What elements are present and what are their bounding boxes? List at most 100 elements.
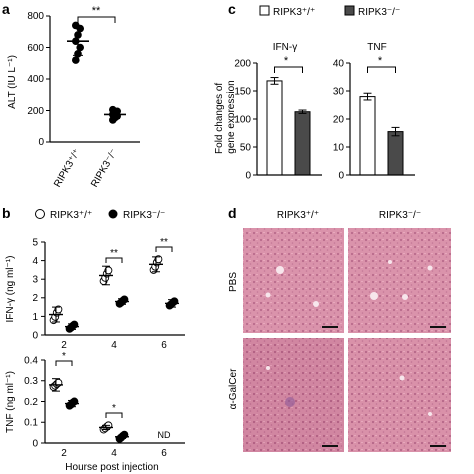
panel-d-letter: d	[228, 205, 237, 221]
micrograph-ko-pbs	[348, 228, 451, 333]
panel-c: c RIPK3⁺/⁺ RIPK3⁻/⁻ Fold changes of gene…	[214, 1, 415, 182]
panel-a-ytick: 800	[27, 11, 44, 22]
panel-c-tnf-title: TNF	[367, 42, 386, 53]
panel-c-ylabel-line1: Fold changes of	[214, 83, 225, 154]
data-point	[154, 255, 163, 264]
panel-b-bottom-ytick: 0	[32, 439, 38, 450]
legend-ko-swatch	[344, 5, 355, 16]
legend-wt-label: RIPK3⁺/⁺	[273, 7, 315, 18]
panel-c-ifn-ytick: 100	[234, 115, 251, 126]
panel-d: d RIPK3⁺/⁺ RIPK3⁻/⁻ PBS α-GalCer	[228, 205, 451, 452]
panel-c-tnf-ytick: 30	[333, 87, 345, 98]
panel-b-top-ytick: 3	[32, 275, 38, 286]
scale-bar	[322, 326, 338, 328]
panel-a-significance: **	[92, 5, 101, 17]
significance-bracket	[77, 16, 116, 23]
scale-bar	[430, 326, 446, 328]
legend-wt-marker	[35, 209, 45, 219]
micrograph-ko-galcer	[348, 338, 451, 452]
bar	[266, 80, 283, 176]
panel-c-ifn-ytick: 150	[234, 87, 251, 98]
panel-c-tnf-significance: *	[378, 55, 383, 67]
micrograph-wt-galcer	[243, 338, 344, 452]
panel-c-letter: c	[228, 1, 236, 17]
panel-b-top-ytick: 4	[32, 256, 38, 267]
panel-a-ytick: 600	[27, 43, 44, 54]
panel-b-bottom-ytick: 0.2	[24, 397, 38, 408]
bar	[294, 111, 311, 176]
significance-bracket	[155, 246, 173, 252]
panel-c-tnf-ytick: 0	[338, 171, 344, 182]
micrograph-wt-pbs	[243, 228, 344, 333]
panel-b-top-ytick: 2	[32, 293, 38, 304]
panel-c-tnf-plot	[359, 66, 404, 176]
panel-d-row-label: α-GalCer	[228, 368, 239, 409]
panel-c-ylabel-line2: gene expression	[226, 80, 237, 153]
panel-c-ifn-significance: *	[284, 55, 289, 67]
panel-d-col-label: RIPK3⁻/⁻	[379, 210, 421, 221]
panel-a-plot	[67, 16, 126, 124]
panel-a-xtick: RIPK3⁻/⁻	[89, 147, 120, 189]
panel-c-legend: RIPK3⁺/⁺ RIPK3⁻/⁻	[259, 5, 400, 18]
panel-c-tnf-ytick: 20	[333, 115, 345, 126]
legend-ko-label: RIPK3⁻/⁻	[358, 7, 400, 18]
panel-b-bottom-y-ticks: 0 0.1 0.2 0.3 0.4	[24, 356, 45, 450]
significance-bracket	[105, 257, 123, 263]
panel-c-ylabel: Fold changes of gene expression	[214, 80, 237, 154]
panel-b-bottom-xtick: 6	[161, 448, 167, 459]
panel-b-bottom-ytick: 0.1	[24, 418, 38, 429]
panel-a-xtick: RIPK3⁺/⁺	[52, 147, 83, 189]
panel-b-xlabel: Hourse post injection	[65, 462, 158, 473]
panel-b-top-ytick: 5	[32, 238, 38, 249]
panel-b-top-xtick: 4	[111, 340, 117, 351]
panel-c-ifn-y-ticks: 0 50 100 150 200	[234, 59, 257, 182]
panel-b-top-y-ticks: 0 1 2 3 4 5	[32, 238, 45, 342]
panel-b-top-ylabel: IFN-γ (ng ml⁻¹)	[5, 256, 16, 323]
panel-b-top-significance: **	[110, 248, 118, 259]
panel-b-bottom-ylabel: TNF (ng ml⁻¹)	[5, 371, 16, 433]
panel-a-ytick: 400	[27, 74, 44, 85]
panel-c-tnf-y-ticks: 0 10 20 30 40	[333, 59, 350, 182]
panel-a-ylabel: ALT (IU L⁻¹)	[7, 55, 18, 109]
scale-bar	[430, 445, 446, 447]
legend-ko-label: RIPK3⁻/⁻	[123, 210, 165, 221]
data-point	[54, 305, 63, 314]
bar	[359, 96, 376, 176]
panel-b-top-ytick: 1	[32, 312, 38, 323]
panel-b-top-xtick: 2	[61, 340, 67, 351]
panel-a: a 0 200 400 600 800 ALT (IU L⁻¹) RIPK3⁺/…	[2, 1, 140, 189]
bar	[387, 131, 404, 176]
panel-b-bottom-ytick: 0.3	[24, 376, 38, 387]
significance-bracket	[105, 412, 123, 418]
panel-b-top-significance: **	[160, 237, 168, 248]
panel-a-letter: a	[2, 1, 10, 17]
panel-d-col-label: RIPK3⁺/⁺	[277, 210, 319, 221]
panel-a-ytick: 200	[27, 106, 44, 117]
significance-bracket	[274, 66, 303, 73]
panel-a-y-ticks: 0 200 400 600 800	[27, 11, 50, 148]
panel-c-ifn-ytick: 200	[234, 59, 251, 70]
scale-bar	[322, 445, 338, 447]
panel-a-ytick: 0	[38, 137, 44, 148]
panel-c-ifn-plot	[266, 66, 311, 176]
panel-b-nd-label: ND	[158, 430, 171, 440]
panel-b-bottom-plot	[49, 360, 129, 443]
panel-b-letter: b	[2, 205, 11, 221]
panel-b-bottom-significance: *	[62, 351, 66, 362]
panel-b-top-ytick: 0	[32, 331, 38, 342]
legend-wt-label: RIPK3⁺/⁺	[50, 210, 92, 221]
panel-b-bottom-xtick: 4	[111, 448, 117, 459]
panel-c-ifn-ytick: 50	[240, 143, 252, 154]
panel-c-ifn-ytick: 0	[245, 171, 251, 182]
panel-d-row-label: PBS	[228, 272, 239, 292]
panel-b-bottom-ytick: 0.4	[24, 356, 38, 367]
significance-bracket	[55, 360, 73, 366]
data-point	[72, 56, 80, 64]
panel-b-bottom-xtick: 2	[61, 448, 67, 459]
panel-b: b RIPK3⁺/⁺ RIPK3⁻/⁻ 0 1 2 3 4 5 IFN-γ (n…	[2, 205, 185, 473]
panel-b-top-plot	[49, 246, 179, 333]
legend-wt-swatch	[259, 5, 270, 16]
panel-b-bottom-significance: *	[112, 403, 116, 414]
panel-c-ifn-title: IFN-γ	[273, 42, 297, 53]
